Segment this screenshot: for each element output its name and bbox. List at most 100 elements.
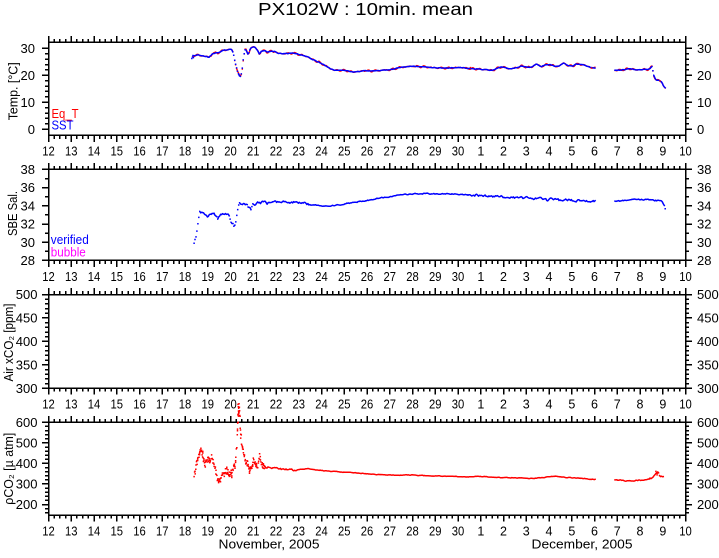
svg-text:21: 21 (247, 270, 260, 284)
svg-text:6: 6 (591, 397, 598, 411)
svg-text:21: 21 (247, 397, 260, 411)
svg-text:10: 10 (679, 270, 692, 284)
svg-text:3: 3 (523, 145, 530, 159)
svg-text:20: 20 (697, 68, 711, 83)
svg-text:17: 17 (156, 397, 169, 411)
svg-text:200: 200 (16, 497, 38, 512)
svg-text:29: 29 (429, 145, 442, 159)
svg-text:12: 12 (42, 145, 55, 159)
svg-text:21: 21 (247, 145, 260, 159)
svg-text:7: 7 (614, 145, 621, 159)
svg-text:450: 450 (697, 311, 719, 326)
svg-text:2: 2 (500, 145, 507, 159)
svg-text:32: 32 (697, 217, 711, 232)
svg-text:2: 2 (500, 270, 507, 284)
svg-text:26: 26 (361, 525, 374, 539)
svg-text:4: 4 (546, 397, 553, 411)
svg-text:24: 24 (315, 145, 328, 159)
svg-text:November, 2005: November, 2005 (219, 537, 320, 552)
svg-text:30: 30 (21, 235, 35, 250)
svg-text:400: 400 (16, 334, 38, 349)
svg-text:SBE Sal.: SBE Sal. (5, 191, 20, 236)
svg-text:ρCO₂ [µ atm]: ρCO₂ [µ atm] (1, 433, 16, 505)
svg-text:6: 6 (591, 270, 598, 284)
svg-text:4: 4 (546, 270, 553, 284)
svg-text:Eq_T: Eq_T (52, 106, 79, 121)
svg-text:4: 4 (546, 525, 553, 539)
svg-text:400: 400 (697, 334, 719, 349)
svg-text:23: 23 (293, 397, 306, 411)
svg-text:22: 22 (270, 525, 283, 539)
svg-text:27: 27 (384, 270, 397, 284)
svg-text:5: 5 (568, 525, 575, 539)
svg-text:verified: verified (51, 232, 89, 247)
svg-text:18: 18 (179, 270, 192, 284)
svg-text:20: 20 (224, 270, 237, 284)
svg-text:3: 3 (523, 525, 530, 539)
svg-text:28: 28 (697, 253, 711, 268)
svg-text:10: 10 (679, 397, 692, 411)
svg-text:500: 500 (16, 436, 38, 451)
svg-text:15: 15 (111, 397, 124, 411)
svg-text:19: 19 (202, 145, 215, 159)
svg-text:December, 2005: December, 2005 (532, 537, 633, 552)
svg-text:30: 30 (452, 270, 465, 284)
svg-text:22: 22 (270, 397, 283, 411)
svg-text:15: 15 (111, 270, 124, 284)
svg-text:18: 18 (179, 397, 192, 411)
svg-text:18: 18 (179, 525, 192, 539)
svg-text:24: 24 (315, 270, 328, 284)
svg-text:16: 16 (133, 525, 146, 539)
svg-text:9: 9 (659, 525, 666, 539)
svg-text:13: 13 (65, 525, 78, 539)
svg-text:600: 600 (697, 415, 719, 430)
svg-text:28: 28 (406, 397, 419, 411)
svg-text:17: 17 (156, 525, 169, 539)
svg-text:8: 8 (637, 270, 644, 284)
svg-text:0: 0 (28, 122, 35, 137)
svg-text:36: 36 (21, 180, 35, 195)
svg-text:25: 25 (338, 145, 351, 159)
svg-text:8: 8 (637, 397, 644, 411)
svg-text:30: 30 (452, 397, 465, 411)
svg-text:30: 30 (697, 41, 711, 56)
svg-text:25: 25 (338, 525, 351, 539)
svg-text:300: 300 (697, 381, 719, 396)
svg-text:25: 25 (338, 397, 351, 411)
svg-text:24: 24 (315, 397, 328, 411)
svg-text:29: 29 (429, 397, 442, 411)
svg-text:200: 200 (697, 497, 719, 512)
svg-text:bubble: bubble (51, 245, 86, 260)
svg-text:500: 500 (16, 287, 38, 302)
svg-text:28: 28 (406, 145, 419, 159)
svg-text:9: 9 (659, 145, 666, 159)
svg-text:Temp. [°C]: Temp. [°C] (6, 62, 21, 120)
svg-text:20: 20 (224, 525, 237, 539)
svg-text:19: 19 (202, 525, 215, 539)
svg-text:300: 300 (697, 477, 719, 492)
svg-text:14: 14 (88, 270, 101, 284)
svg-text:600: 600 (16, 415, 38, 430)
svg-text:26: 26 (361, 397, 374, 411)
svg-text:7: 7 (614, 397, 621, 411)
svg-text:9: 9 (659, 397, 666, 411)
svg-text:12: 12 (42, 397, 55, 411)
svg-text:10: 10 (697, 95, 711, 110)
svg-text:26: 26 (361, 145, 374, 159)
svg-text:6: 6 (591, 145, 598, 159)
svg-text:16: 16 (133, 145, 146, 159)
svg-text:Air xCO₂ [ppm]: Air xCO₂ [ppm] (1, 304, 16, 382)
svg-text:9: 9 (659, 270, 666, 284)
svg-text:10: 10 (679, 525, 692, 539)
svg-text:28: 28 (406, 525, 419, 539)
svg-text:14: 14 (88, 145, 101, 159)
svg-text:32: 32 (21, 217, 35, 232)
svg-text:8: 8 (637, 145, 644, 159)
svg-text:5: 5 (568, 270, 575, 284)
svg-text:13: 13 (65, 270, 78, 284)
svg-text:PX102W : 10min. mean: PX102W : 10min. mean (258, 0, 473, 19)
svg-text:15: 15 (111, 145, 124, 159)
svg-text:26: 26 (361, 270, 374, 284)
svg-text:30: 30 (452, 525, 465, 539)
svg-text:22: 22 (270, 145, 283, 159)
